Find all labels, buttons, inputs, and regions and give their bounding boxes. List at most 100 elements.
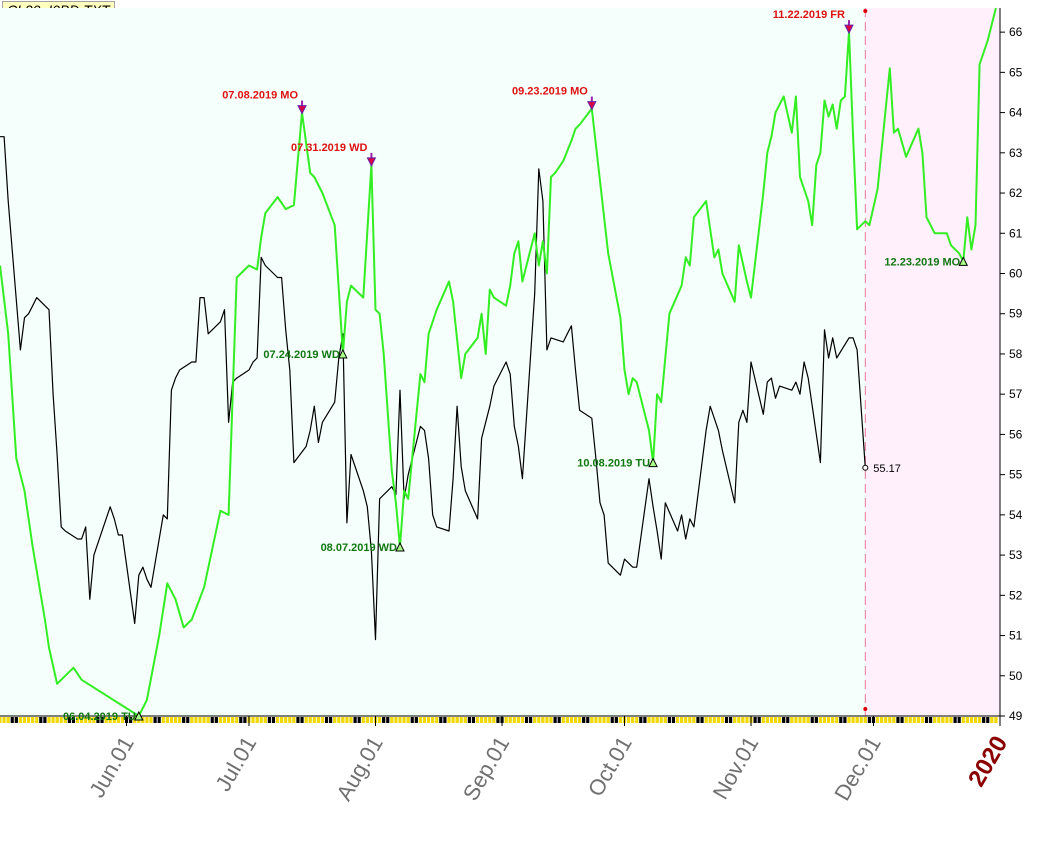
day-tick <box>733 717 737 723</box>
day-tick <box>994 717 998 723</box>
day-tick <box>255 717 259 723</box>
day-tick <box>239 717 243 723</box>
day-tick <box>10 717 14 723</box>
day-tick <box>202 717 206 723</box>
day-tick <box>920 717 925 723</box>
y-tick-label: 53 <box>1009 548 1023 562</box>
day-tick <box>990 717 994 723</box>
low-marker <box>133 710 144 721</box>
low-label: 08.07.2019 WD <box>321 542 397 554</box>
day-tick <box>577 717 582 723</box>
day-tick <box>186 717 190 723</box>
x-tick-group: 2020 <box>963 732 1013 792</box>
day-tick <box>635 717 639 723</box>
day-tick <box>965 717 969 723</box>
day-tick <box>414 717 418 723</box>
day-tick <box>226 717 231 723</box>
day-tick <box>275 717 280 723</box>
day-tick <box>341 717 345 723</box>
day-tick <box>524 717 529 723</box>
day-tick <box>59 717 63 723</box>
day-tick <box>365 717 369 723</box>
day-tick <box>345 717 349 723</box>
day-tick <box>753 717 757 723</box>
last-value-marker <box>862 464 869 471</box>
day-tick <box>986 717 990 723</box>
day-tick <box>467 717 471 723</box>
day-tick <box>243 717 247 723</box>
day-tick <box>835 717 839 723</box>
day-tick <box>100 717 104 723</box>
day-tick <box>741 717 745 723</box>
series-line-green <box>0 7 997 717</box>
day-tick <box>818 717 823 723</box>
day-tick <box>480 717 484 723</box>
day-tick <box>190 717 194 723</box>
day-tick <box>773 717 778 723</box>
day-tick <box>349 717 353 723</box>
day-tick <box>39 717 43 723</box>
high-arrow-shaft <box>301 100 304 107</box>
day-tick <box>900 717 904 723</box>
day-tick <box>769 717 774 723</box>
high-label: 09.23.2019 MO <box>512 86 588 98</box>
day-tick <box>153 717 157 723</box>
day-tick <box>626 717 631 723</box>
day-tick <box>937 717 941 723</box>
day-tick <box>790 717 794 723</box>
day-tick <box>259 717 263 723</box>
day-tick <box>108 717 112 723</box>
day-tick <box>647 717 651 723</box>
day-tick <box>655 717 659 723</box>
day-tick <box>643 717 647 723</box>
day-tick <box>888 717 892 723</box>
day-tick <box>794 717 798 723</box>
day-tick <box>165 717 169 723</box>
low-label: 06.04.2019 TU <box>63 711 136 723</box>
low-label: 07.24.2019 WD <box>263 349 339 361</box>
x-tick-group: Jun.01 <box>84 732 139 802</box>
day-tick <box>737 717 741 723</box>
day-tick <box>839 717 843 723</box>
day-tick <box>418 717 423 723</box>
day-tick <box>851 717 855 723</box>
x-tick-label: Jun.01 <box>84 732 139 802</box>
day-tick <box>553 717 557 723</box>
day-tick <box>884 717 888 723</box>
day-tick <box>569 717 574 723</box>
day-tick <box>451 717 455 723</box>
day-tick <box>426 717 431 723</box>
day-tick <box>88 717 92 723</box>
day-tick <box>145 717 149 723</box>
day-tick <box>863 717 867 723</box>
day-tick <box>484 717 488 723</box>
day-tick <box>582 717 586 723</box>
day-tick <box>708 717 712 723</box>
day-tick <box>761 717 765 723</box>
high-label: 07.08.2019 MO <box>222 90 298 102</box>
x-tick-group: Oct.01 <box>583 732 637 801</box>
day-tick <box>177 717 182 723</box>
day-tick <box>533 717 537 723</box>
day-tick <box>696 717 700 723</box>
low-marker <box>648 457 658 468</box>
day-tick <box>435 717 439 723</box>
day-tick <box>908 717 912 723</box>
x-tick-group: Jul.01 <box>210 732 261 795</box>
day-tick <box>394 717 398 723</box>
day-tick <box>431 717 435 723</box>
day-tick <box>488 717 492 723</box>
day-tick <box>545 717 549 723</box>
high-arrow-shaft <box>590 96 593 103</box>
day-tick <box>904 717 908 723</box>
day-tick <box>745 717 749 723</box>
day-tick <box>312 717 316 723</box>
day-tick <box>590 717 594 723</box>
day-tick <box>667 717 671 723</box>
x-tick-label: Jul.01 <box>210 732 261 795</box>
day-tick <box>594 717 598 723</box>
day-tick <box>516 717 520 723</box>
day-tick <box>406 717 410 723</box>
day-tick <box>271 717 276 723</box>
